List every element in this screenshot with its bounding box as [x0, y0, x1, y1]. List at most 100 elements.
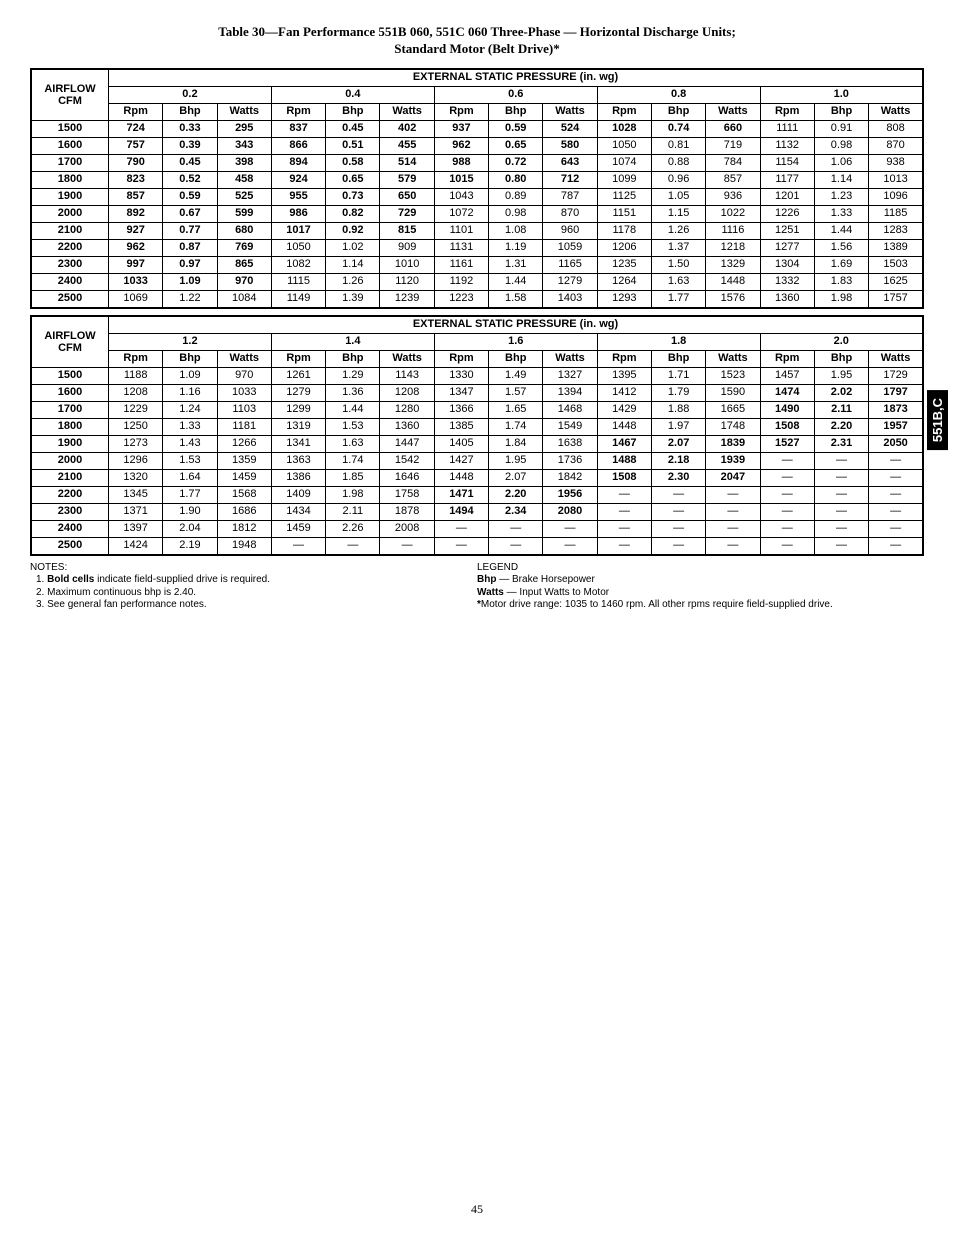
watts-cell: 1116	[706, 222, 760, 239]
note-2: 2. Maximum continuous bhp is 2.40.	[30, 587, 477, 600]
bhp-header: Bhp	[651, 103, 705, 120]
bhp-cell: —	[814, 486, 868, 503]
bhp-cell: 1.74	[489, 418, 543, 435]
cfm-cell: 2400	[31, 273, 109, 290]
bhp-cell: 1.63	[651, 273, 705, 290]
bhp-cell: 1.85	[326, 469, 380, 486]
watts-cell: 1939	[706, 452, 760, 469]
watts-cell: 1468	[543, 401, 597, 418]
watts-header: Watts	[217, 350, 271, 367]
watts-cell: 1736	[543, 452, 597, 469]
watts-cell: 1686	[217, 503, 271, 520]
rpm-cell: 837	[271, 120, 325, 137]
bhp-cell: 0.72	[489, 154, 543, 171]
rpm-cell: 1319	[271, 418, 325, 435]
bhp-cell: 1.71	[651, 367, 705, 384]
watts-cell: 1812	[217, 520, 271, 537]
bhp-cell: 1.84	[489, 435, 543, 452]
watts-cell: 857	[706, 171, 760, 188]
watts-cell: 580	[543, 137, 597, 154]
bhp-cell: 1.56	[814, 239, 868, 256]
watts-cell: 729	[380, 205, 434, 222]
watts-cell: 525	[217, 188, 271, 205]
bhp-cell: —	[651, 486, 705, 503]
watts-cell: 1033	[217, 384, 271, 401]
rpm-cell: —	[760, 537, 814, 555]
watts-cell: 660	[706, 120, 760, 137]
cfm-cell: 1700	[31, 401, 109, 418]
watts-cell: 712	[543, 171, 597, 188]
rpm-cell: 1223	[434, 290, 488, 308]
watts-header: Watts	[543, 350, 597, 367]
rpm-cell: 1028	[597, 120, 651, 137]
rpm-cell: 1017	[271, 222, 325, 239]
rpm-cell: 1508	[597, 469, 651, 486]
table-row: 210013201.64145913861.85164614482.071842…	[31, 469, 923, 486]
cfm-cell: 1700	[31, 154, 109, 171]
watts-cell: 719	[706, 137, 760, 154]
rpm-cell: 1429	[597, 401, 651, 418]
bhp-cell: 0.88	[651, 154, 705, 171]
watts-cell: 870	[543, 205, 597, 222]
rpm-cell: 1360	[760, 290, 814, 308]
watts-cell: —	[543, 537, 597, 555]
watts-cell: 524	[543, 120, 597, 137]
bhp-cell: 1.95	[814, 367, 868, 384]
rpm-cell: —	[434, 537, 488, 555]
rpm-cell: 1409	[271, 486, 325, 503]
bhp-cell: 0.82	[326, 205, 380, 222]
rpm-cell: 857	[109, 188, 163, 205]
cfm-cell: 2500	[31, 537, 109, 555]
bhp-cell: 1.77	[651, 290, 705, 308]
watts-cell: 1266	[217, 435, 271, 452]
watts-cell: 1576	[706, 290, 760, 308]
rpm-cell: 1371	[109, 503, 163, 520]
rpm-cell: 1261	[271, 367, 325, 384]
pressure-header: 1.4	[271, 333, 434, 350]
rpm-cell: 1082	[271, 256, 325, 273]
watts-cell: 1280	[380, 401, 434, 418]
bhp-cell: 1.83	[814, 273, 868, 290]
watts-cell: 865	[217, 256, 271, 273]
watts-cell: 1208	[380, 384, 434, 401]
rpm-cell: 1226	[760, 205, 814, 222]
table-row: 230013711.90168614342.11187814942.342080…	[31, 503, 923, 520]
bhp-cell: 2.07	[651, 435, 705, 452]
bhp-cell: 1.33	[814, 205, 868, 222]
cfm-cell: 2500	[31, 290, 109, 308]
bhp-cell: 1.39	[326, 290, 380, 308]
bhp-cell: —	[651, 537, 705, 555]
bhp-cell: 2.20	[814, 418, 868, 435]
watts-cell: 1010	[380, 256, 434, 273]
bhp-cell: 1.33	[163, 418, 217, 435]
note-3: 3. See general fan performance notes.	[30, 599, 477, 612]
table-row: 200012961.53135913631.74154214271.951736…	[31, 452, 923, 469]
rpm-cell: —	[760, 486, 814, 503]
watts-cell: 1748	[706, 418, 760, 435]
watts-cell: 1503	[869, 256, 923, 273]
bhp-cell: 0.58	[326, 154, 380, 171]
bhp-cell: —	[814, 520, 868, 537]
table-row: 23009970.9786510821.14101011611.31116512…	[31, 256, 923, 273]
cfm-cell: 2000	[31, 452, 109, 469]
bhp-cell: 1.90	[163, 503, 217, 520]
bhp-cell: —	[814, 469, 868, 486]
rpm-header: Rpm	[597, 103, 651, 120]
watts-cell: 909	[380, 239, 434, 256]
bhp-cell: 1.50	[651, 256, 705, 273]
watts-cell: —	[869, 486, 923, 503]
bhp-cell: 1.29	[326, 367, 380, 384]
rpm-cell: 1149	[271, 290, 325, 308]
pressure-header: 0.4	[271, 86, 434, 103]
watts-cell: 936	[706, 188, 760, 205]
watts-cell: 1948	[217, 537, 271, 555]
bhp-cell: 2.02	[814, 384, 868, 401]
cfm-cell: 1600	[31, 384, 109, 401]
rpm-cell: 1099	[597, 171, 651, 188]
rpm-cell: 1125	[597, 188, 651, 205]
bhp-cell: 2.34	[489, 503, 543, 520]
table-row: 250014242.191948————————————	[31, 537, 923, 555]
watts-cell: 1218	[706, 239, 760, 256]
rpm-cell: —	[760, 452, 814, 469]
bhp-cell: 1.74	[326, 452, 380, 469]
